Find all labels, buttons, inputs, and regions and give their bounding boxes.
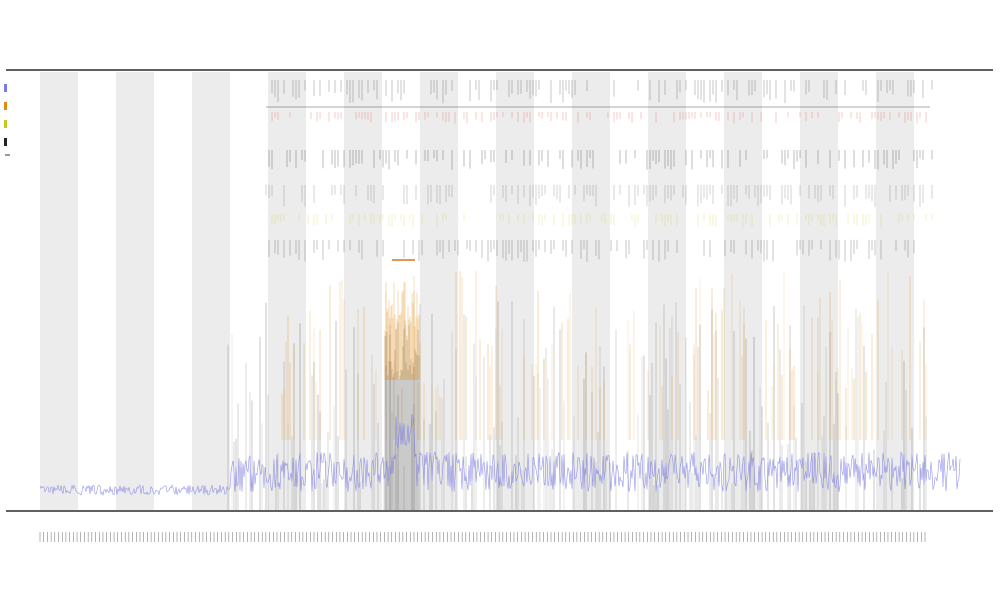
shaded-bands	[40, 72, 914, 510]
coverage-line	[39, 413, 961, 496]
legend-swatch	[4, 84, 7, 92]
x-tick-labels	[39, 532, 926, 542]
shaded-band	[344, 72, 382, 510]
annotation-tracks	[265, 80, 933, 262]
shaded-band	[40, 72, 78, 510]
shaded-band	[268, 72, 306, 510]
coverage-line-layer	[39, 413, 961, 496]
shaded-band	[800, 72, 838, 510]
shaded-band	[192, 72, 230, 510]
shaded-band	[420, 72, 458, 510]
legend-swatch	[4, 138, 7, 146]
shaded-band	[648, 72, 686, 510]
shaded-band	[116, 72, 154, 510]
legend-swatch	[4, 120, 7, 128]
shaded-band	[496, 72, 534, 510]
shaded-band	[572, 72, 610, 510]
depth-spikes	[227, 270, 927, 510]
legend	[4, 84, 10, 156]
shaded-band	[876, 72, 914, 510]
legend-swatch	[4, 102, 7, 110]
shaded-band	[724, 72, 762, 510]
